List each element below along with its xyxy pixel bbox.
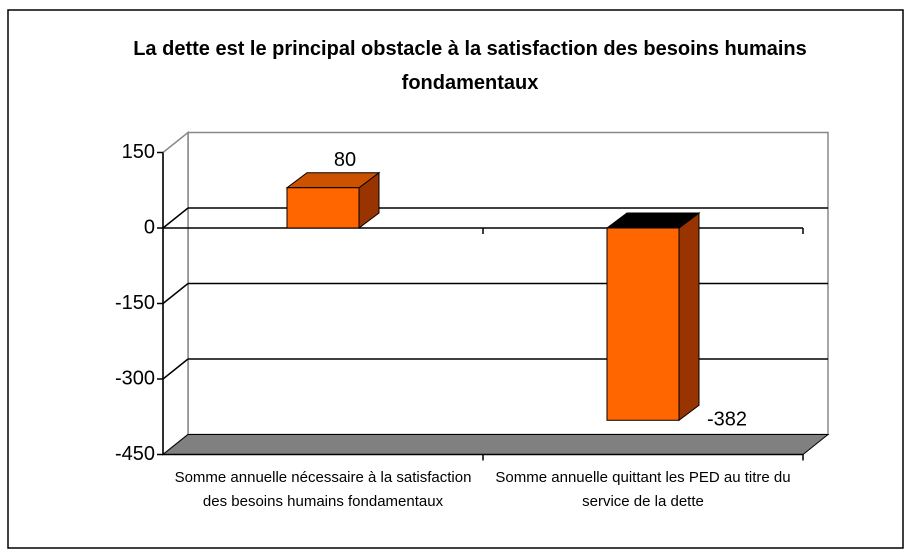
y-tick-label: 150	[122, 141, 155, 163]
y-tick-label: -450	[115, 443, 155, 465]
x-tick-label: Somme annuelle nécessaire à la satisfact…	[174, 468, 472, 510]
chart-title: La dette est le principal obstacle à la …	[133, 38, 807, 94]
y-tick-label: 0	[144, 216, 155, 238]
x-tick-label: Somme annuelle quittant les PED au titre…	[495, 468, 791, 510]
y-tick-label: -150	[115, 292, 155, 314]
bar	[606, 227, 680, 421]
grid-line-side	[162, 282, 189, 305]
bar-side	[678, 212, 700, 422]
bar	[286, 187, 360, 229]
floor	[161, 434, 830, 455]
grid-line-side	[162, 207, 189, 229]
data-label: 80	[334, 149, 356, 171]
grid-line-side	[162, 358, 189, 380]
title-box: La dette est le principal obstacle à la …	[133, 38, 807, 94]
y-tick-label: -300	[115, 367, 155, 389]
data-label: -382	[707, 409, 747, 431]
